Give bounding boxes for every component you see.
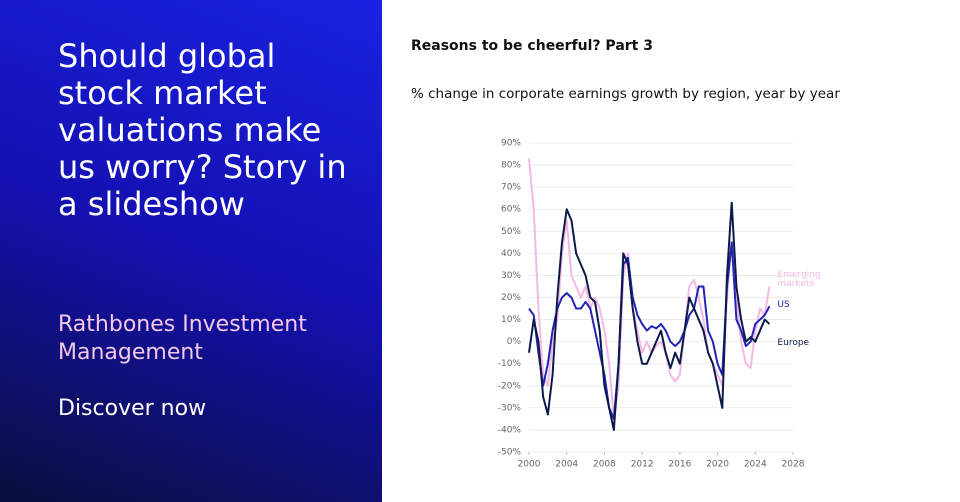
x-tick-label: 2016 bbox=[668, 460, 691, 470]
y-tick-label: 40% bbox=[501, 249, 521, 259]
y-tick-label: 10% bbox=[501, 315, 521, 325]
legend-label: Emerging markets bbox=[777, 270, 821, 290]
x-tick-label: 2020 bbox=[706, 460, 729, 470]
promo-panel[interactable]: Should global stock market valuations ma… bbox=[0, 0, 382, 502]
legend-label: Europe bbox=[777, 337, 810, 348]
series-line bbox=[528, 201, 771, 431]
y-tick-label: 70% bbox=[501, 183, 521, 193]
chart-title: Reasons to be cheerful? Part 3 bbox=[411, 38, 653, 54]
y-tick-label: 80% bbox=[501, 161, 521, 171]
y-tick-label: -30% bbox=[498, 403, 522, 413]
series-line bbox=[528, 158, 771, 420]
series-line bbox=[528, 241, 771, 420]
y-tick-label: 0% bbox=[507, 337, 522, 347]
x-tick-label: 2024 bbox=[744, 460, 767, 470]
y-tick-label: 30% bbox=[501, 271, 521, 281]
company: Rathbones Investment Management bbox=[58, 312, 307, 365]
chart-subtitle: % change in corporate earnings growth by… bbox=[411, 86, 840, 102]
y-tick-label: 60% bbox=[501, 205, 521, 215]
cta[interactable]: Discover now bbox=[58, 396, 207, 421]
y-tick-label: 50% bbox=[501, 227, 521, 237]
y-tick-label: -20% bbox=[498, 381, 522, 391]
y-tick-label: -10% bbox=[498, 359, 522, 369]
x-tick-label: 2000 bbox=[518, 460, 541, 470]
y-tick-label: -50% bbox=[498, 448, 522, 458]
legend-label: US bbox=[777, 300, 790, 311]
x-tick-label: 2028 bbox=[782, 460, 805, 470]
x-tick-label: 2004 bbox=[555, 460, 578, 470]
y-tick-label: 20% bbox=[501, 293, 521, 303]
y-tick-label: 90% bbox=[501, 139, 521, 149]
y-tick-label: -40% bbox=[498, 425, 522, 435]
x-tick-label: 2008 bbox=[593, 460, 616, 470]
x-tick-label: 2012 bbox=[631, 460, 654, 470]
headline[interactable]: Should global stock market valuations ma… bbox=[58, 37, 347, 223]
